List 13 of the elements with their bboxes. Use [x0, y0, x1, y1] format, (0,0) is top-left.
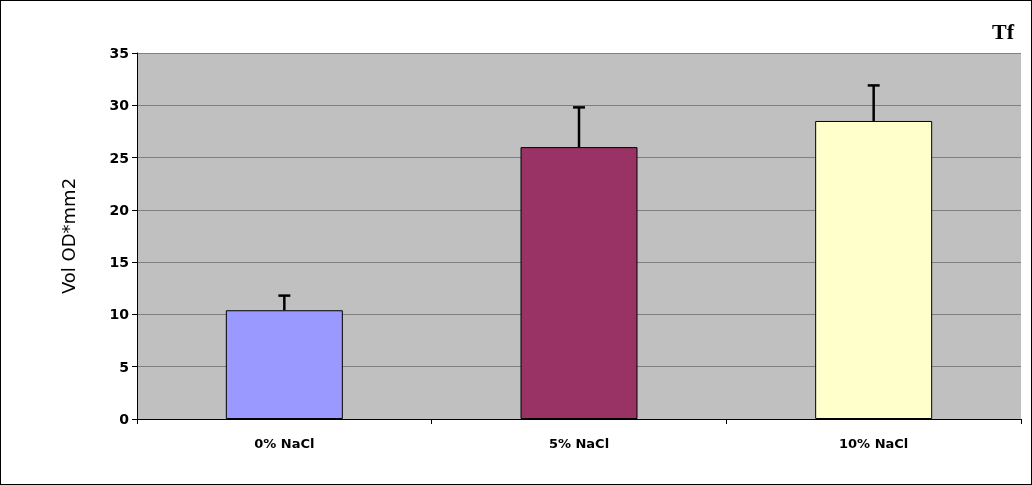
- y-axis-title: Vol OD*mm2: [57, 177, 79, 295]
- chart-title: Tf: [992, 18, 1015, 44]
- x-tick-label: 10% NaCl: [839, 436, 909, 451]
- y-tick-label: 25: [109, 149, 129, 166]
- y-tick-label: 30: [109, 97, 130, 114]
- y-tick-label: 10: [109, 306, 130, 323]
- y-tick-label: 20: [109, 201, 130, 218]
- x-tick-label: 5% NaCl: [548, 436, 610, 451]
- y-tick-label: 15: [109, 254, 129, 271]
- x-tick-label: 0% NaCl: [254, 436, 315, 451]
- y-tick-label: 0: [119, 411, 130, 427]
- y-tick-label: 35: [109, 45, 129, 61]
- y-tick-label: 5: [119, 358, 129, 375]
